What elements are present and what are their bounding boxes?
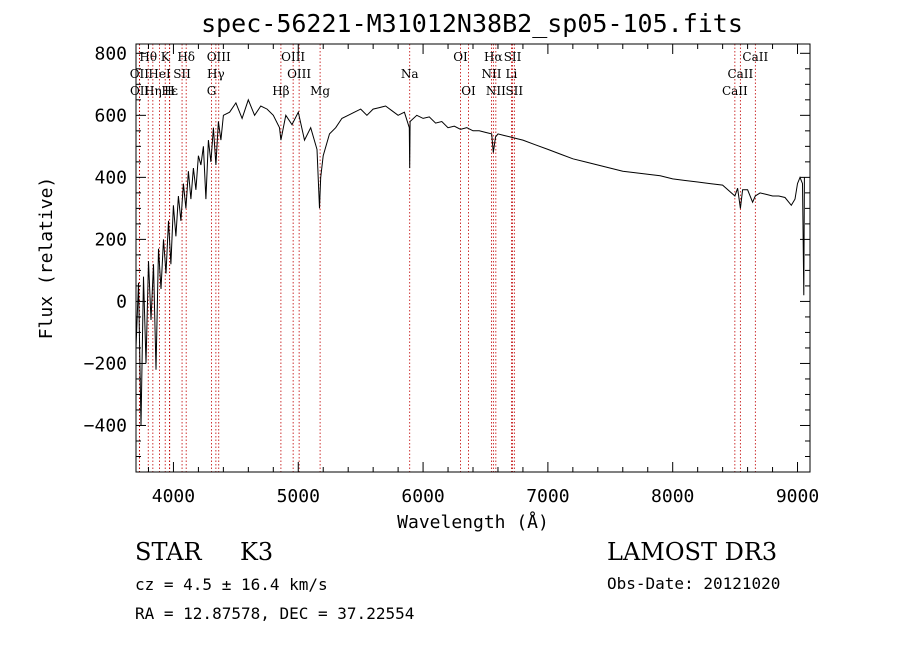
x-axis-label: Wavelength (Å) bbox=[397, 511, 549, 533]
reference-line-label: OI bbox=[453, 50, 468, 64]
x-tick-label: 5000 bbox=[277, 486, 320, 507]
reference-line-label: OII bbox=[130, 67, 150, 81]
reference-line-label: Hθ bbox=[139, 50, 157, 64]
reference-line-label: OIII bbox=[207, 50, 231, 64]
reference-line-label: NII bbox=[481, 67, 501, 81]
chart-title: spec-56221-M31012N38B2_sp05-105.fits bbox=[201, 9, 743, 38]
y-tick-label: −400 bbox=[84, 415, 127, 436]
object-subclass: K3 bbox=[240, 538, 273, 566]
reference-line-label: Hγ bbox=[207, 67, 225, 81]
reference-line-label: SII bbox=[505, 84, 523, 98]
reference-line-label: SII bbox=[173, 67, 191, 81]
y-tick-label: 400 bbox=[94, 167, 127, 188]
reference-line-label: Hε bbox=[161, 84, 178, 98]
reference-line-label: Hδ bbox=[177, 50, 195, 64]
y-axis-label: Flux (relative) bbox=[36, 177, 57, 340]
reference-line-label: CaII bbox=[727, 67, 753, 81]
reference-line-label: K bbox=[161, 50, 171, 64]
reference-line-label: OI bbox=[461, 84, 476, 98]
reference-line-label: Hη bbox=[144, 84, 162, 98]
reference-line-label: Hβ bbox=[272, 84, 289, 98]
coordinates: RA = 12.87578, DEC = 37.22554 bbox=[135, 604, 414, 623]
obs-date: Obs-Date: 20121020 bbox=[607, 574, 780, 593]
reference-line-label: Li bbox=[506, 67, 518, 81]
reference-line-label: G bbox=[207, 84, 217, 98]
y-tick-labels: −400 −200 0 200 400 600 800 bbox=[84, 43, 127, 436]
reference-line-label: OII bbox=[130, 84, 150, 98]
x-tick-label: 8000 bbox=[651, 486, 694, 507]
reference-line-label: Mg bbox=[310, 84, 330, 98]
reference-lines bbox=[138, 44, 756, 472]
reference-line-label: HeI bbox=[148, 67, 171, 81]
reference-line-label: Na bbox=[401, 67, 419, 81]
y-tick-label: 600 bbox=[94, 105, 127, 126]
reference-line-label: CaII bbox=[722, 84, 748, 98]
reference-line-label: CaII bbox=[742, 50, 768, 64]
x-tick-label: 4000 bbox=[152, 486, 195, 507]
redshift-text: cz = 4.5 ± 16.4 km/s bbox=[135, 575, 328, 594]
reference-line-label: Hα bbox=[484, 50, 503, 64]
reference-line-label: NII bbox=[486, 84, 506, 98]
x-tick-label: 9000 bbox=[776, 486, 819, 507]
survey-name: LAMOST DR3 bbox=[607, 538, 777, 566]
y-tick-label: −200 bbox=[84, 353, 127, 374]
axis-ticks bbox=[136, 44, 810, 472]
reference-line-label: OIII bbox=[287, 67, 311, 81]
y-tick-label: 800 bbox=[94, 43, 127, 64]
x-tick-label: 6000 bbox=[401, 486, 444, 507]
plot-frame bbox=[135, 43, 811, 473]
y-tick-label: 0 bbox=[116, 291, 127, 312]
object-class: STAR bbox=[135, 538, 202, 566]
spectrum-line bbox=[135, 98, 805, 426]
x-tick-labels: 4000 5000 6000 7000 8000 9000 bbox=[152, 486, 819, 507]
reference-line-label: H bbox=[164, 84, 174, 98]
spectrum-series bbox=[135, 98, 805, 426]
reference-line-label: OIII bbox=[281, 50, 305, 64]
reference-line-label: SII bbox=[504, 50, 522, 64]
x-tick-label: 7000 bbox=[526, 486, 569, 507]
y-tick-label: 200 bbox=[94, 229, 127, 250]
